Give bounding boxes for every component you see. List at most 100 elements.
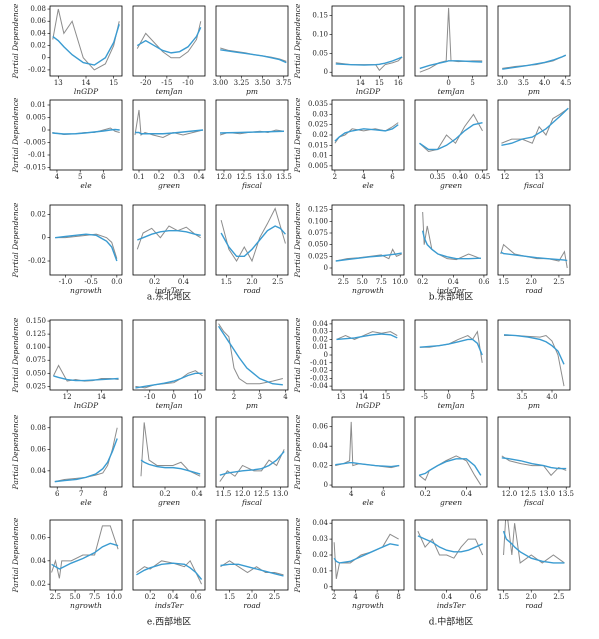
pdp-line-raw — [135, 370, 203, 389]
pdp-line-smooth — [335, 461, 400, 468]
x-tick-label: 2.0 — [246, 278, 257, 286]
pdp-line-raw — [501, 107, 569, 144]
pdp-line-raw — [140, 422, 201, 477]
x-axis-label: road — [243, 601, 261, 610]
plot-frame — [215, 204, 289, 276]
x-tick-label: 0.4 — [178, 278, 190, 286]
x-tick-label: 3.25 — [234, 79, 250, 87]
pdp-line-smooth — [136, 562, 203, 580]
x-tick-label: 0.2 — [153, 173, 164, 181]
y-axis-label: Partial Dependence — [293, 414, 302, 490]
panel-caption: a.东北地区 — [147, 291, 191, 303]
y-tick-label: 0.01 — [312, 567, 328, 575]
subplot: 12.0 12.5 13.0 13.5 fiscal — [497, 416, 574, 507]
x-axis-label: lnGDP — [74, 87, 99, 96]
plot-frame — [49, 99, 123, 171]
pdp-line-smooth — [54, 438, 118, 483]
y-tick-label: 0 — [324, 68, 328, 76]
pdp-line-smooth — [333, 543, 399, 564]
pdp-line-smooth — [335, 56, 403, 66]
y-tick-label: -0.02 — [28, 257, 46, 265]
plot-frame — [414, 99, 488, 171]
x-tick-label: 0.4 — [193, 173, 205, 181]
plot-frame — [414, 319, 488, 391]
x-axis-label: lnGDP — [356, 401, 381, 410]
pdp-line-smooth — [500, 251, 568, 262]
x-tick-label: 3.0 — [497, 79, 508, 87]
x-tick-label: 2.0 — [246, 593, 257, 601]
x-tick-label: 12.5 — [521, 490, 537, 498]
pdp-line-raw — [136, 21, 202, 59]
x-tick-label: 14 — [82, 79, 91, 87]
x-tick-label: 12 — [63, 393, 72, 401]
x-tick-label: 3.50 — [255, 79, 271, 87]
pdp-line-smooth — [52, 128, 120, 135]
plot-frame — [331, 204, 405, 276]
plot-frame — [497, 416, 571, 488]
pdp-line-raw — [52, 8, 120, 71]
pdp-line-raw — [54, 427, 118, 483]
x-tick-label: 13.0 — [273, 490, 289, 498]
plot-frame — [132, 5, 206, 77]
y-tick-label: 0.05 — [312, 49, 328, 57]
x-tick-label: 13 — [337, 393, 346, 401]
x-tick-label: 1.5 — [498, 593, 509, 601]
x-tick-label: -10 — [144, 393, 155, 401]
subplot: 2.5 5.0 7.5 10.0 0.02 0.04 0.06 ngrowth Partial … — [11, 517, 123, 610]
y-tick-label: 0.04 — [312, 442, 328, 450]
plot-frame — [497, 319, 571, 391]
y-tick-label: 0 — [324, 583, 328, 591]
x-axis-label: pm — [528, 87, 540, 96]
y-tick-label: 0.075 — [308, 229, 328, 237]
pdp-line-raw — [134, 109, 204, 139]
subplot: 4 6 0 0.02 0.04 0.06 ele Partial Dependence — [293, 414, 405, 507]
y-tick-label: 0.150 — [26, 317, 46, 325]
subplot: 2 3 4 pm — [215, 319, 289, 410]
x-tick-label: 2.5 — [50, 593, 61, 601]
plot-frame — [331, 519, 405, 591]
plot-frame — [497, 519, 571, 591]
subplot: 2 4 6 8 0 0.01 0.02 0.03 0.04 ngrowth Partial Depe… — [293, 517, 405, 610]
x-axis-label: green — [440, 498, 462, 507]
x-tick-label: 10.0 — [106, 593, 122, 601]
x-axis-label: road — [525, 601, 543, 610]
x-axis-label: lnGDP — [74, 401, 99, 410]
pdp-line-raw — [219, 449, 285, 482]
x-tick-label: 8 — [103, 490, 107, 498]
y-tick-label: 0.06 — [30, 17, 46, 25]
x-tick-label: 13 — [535, 173, 544, 181]
pdp-line-raw — [502, 54, 566, 69]
x-tick-label: 0.3 — [173, 173, 184, 181]
pdp-line-smooth — [135, 372, 203, 389]
x-tick-label: -10 — [182, 79, 193, 87]
plot-frame — [49, 416, 123, 488]
y-tick-label: 0.100 — [26, 343, 46, 351]
plot-frame — [132, 204, 206, 276]
plot-frame — [215, 416, 289, 488]
plot-frame — [49, 319, 123, 391]
y-axis-label: Partial Dependence — [293, 317, 302, 393]
pdp-line-smooth — [219, 130, 285, 134]
x-axis-label: green — [158, 498, 180, 507]
y-tick-label: 0.025 — [308, 121, 328, 129]
y-axis-label: Partial Dependence — [11, 317, 20, 393]
x-tick-label: 1.5 — [221, 278, 232, 286]
x-tick-label: 1.5 — [224, 593, 235, 601]
x-tick-label: 3.00 — [212, 79, 228, 87]
plot-frame — [215, 519, 289, 591]
x-tick-label: 10 — [193, 393, 202, 401]
subplot: 2.5 5.0 7.5 10.0 0 0.025 0.050 0.075 0.100 0.125 n… — [293, 202, 408, 295]
pdp-line-raw — [220, 560, 284, 576]
y-tick-label: 0.02 — [30, 580, 46, 588]
pdp-line-raw — [335, 421, 400, 469]
pdp-line-smooth — [501, 107, 569, 146]
y-tick-label: 0.03 — [312, 535, 328, 543]
subplot: 0.2 0.4 green — [132, 416, 206, 507]
x-tick-label: 15 — [109, 79, 118, 87]
x-tick-label: 0.4 — [448, 278, 460, 286]
x-tick-label: 0.1 — [133, 173, 144, 181]
x-tick-label: 13.0 — [256, 173, 272, 181]
y-tick-label: 0.04 — [312, 519, 328, 527]
y-tick-label: 0.04 — [30, 467, 46, 475]
x-axis-label: ele — [80, 498, 92, 507]
